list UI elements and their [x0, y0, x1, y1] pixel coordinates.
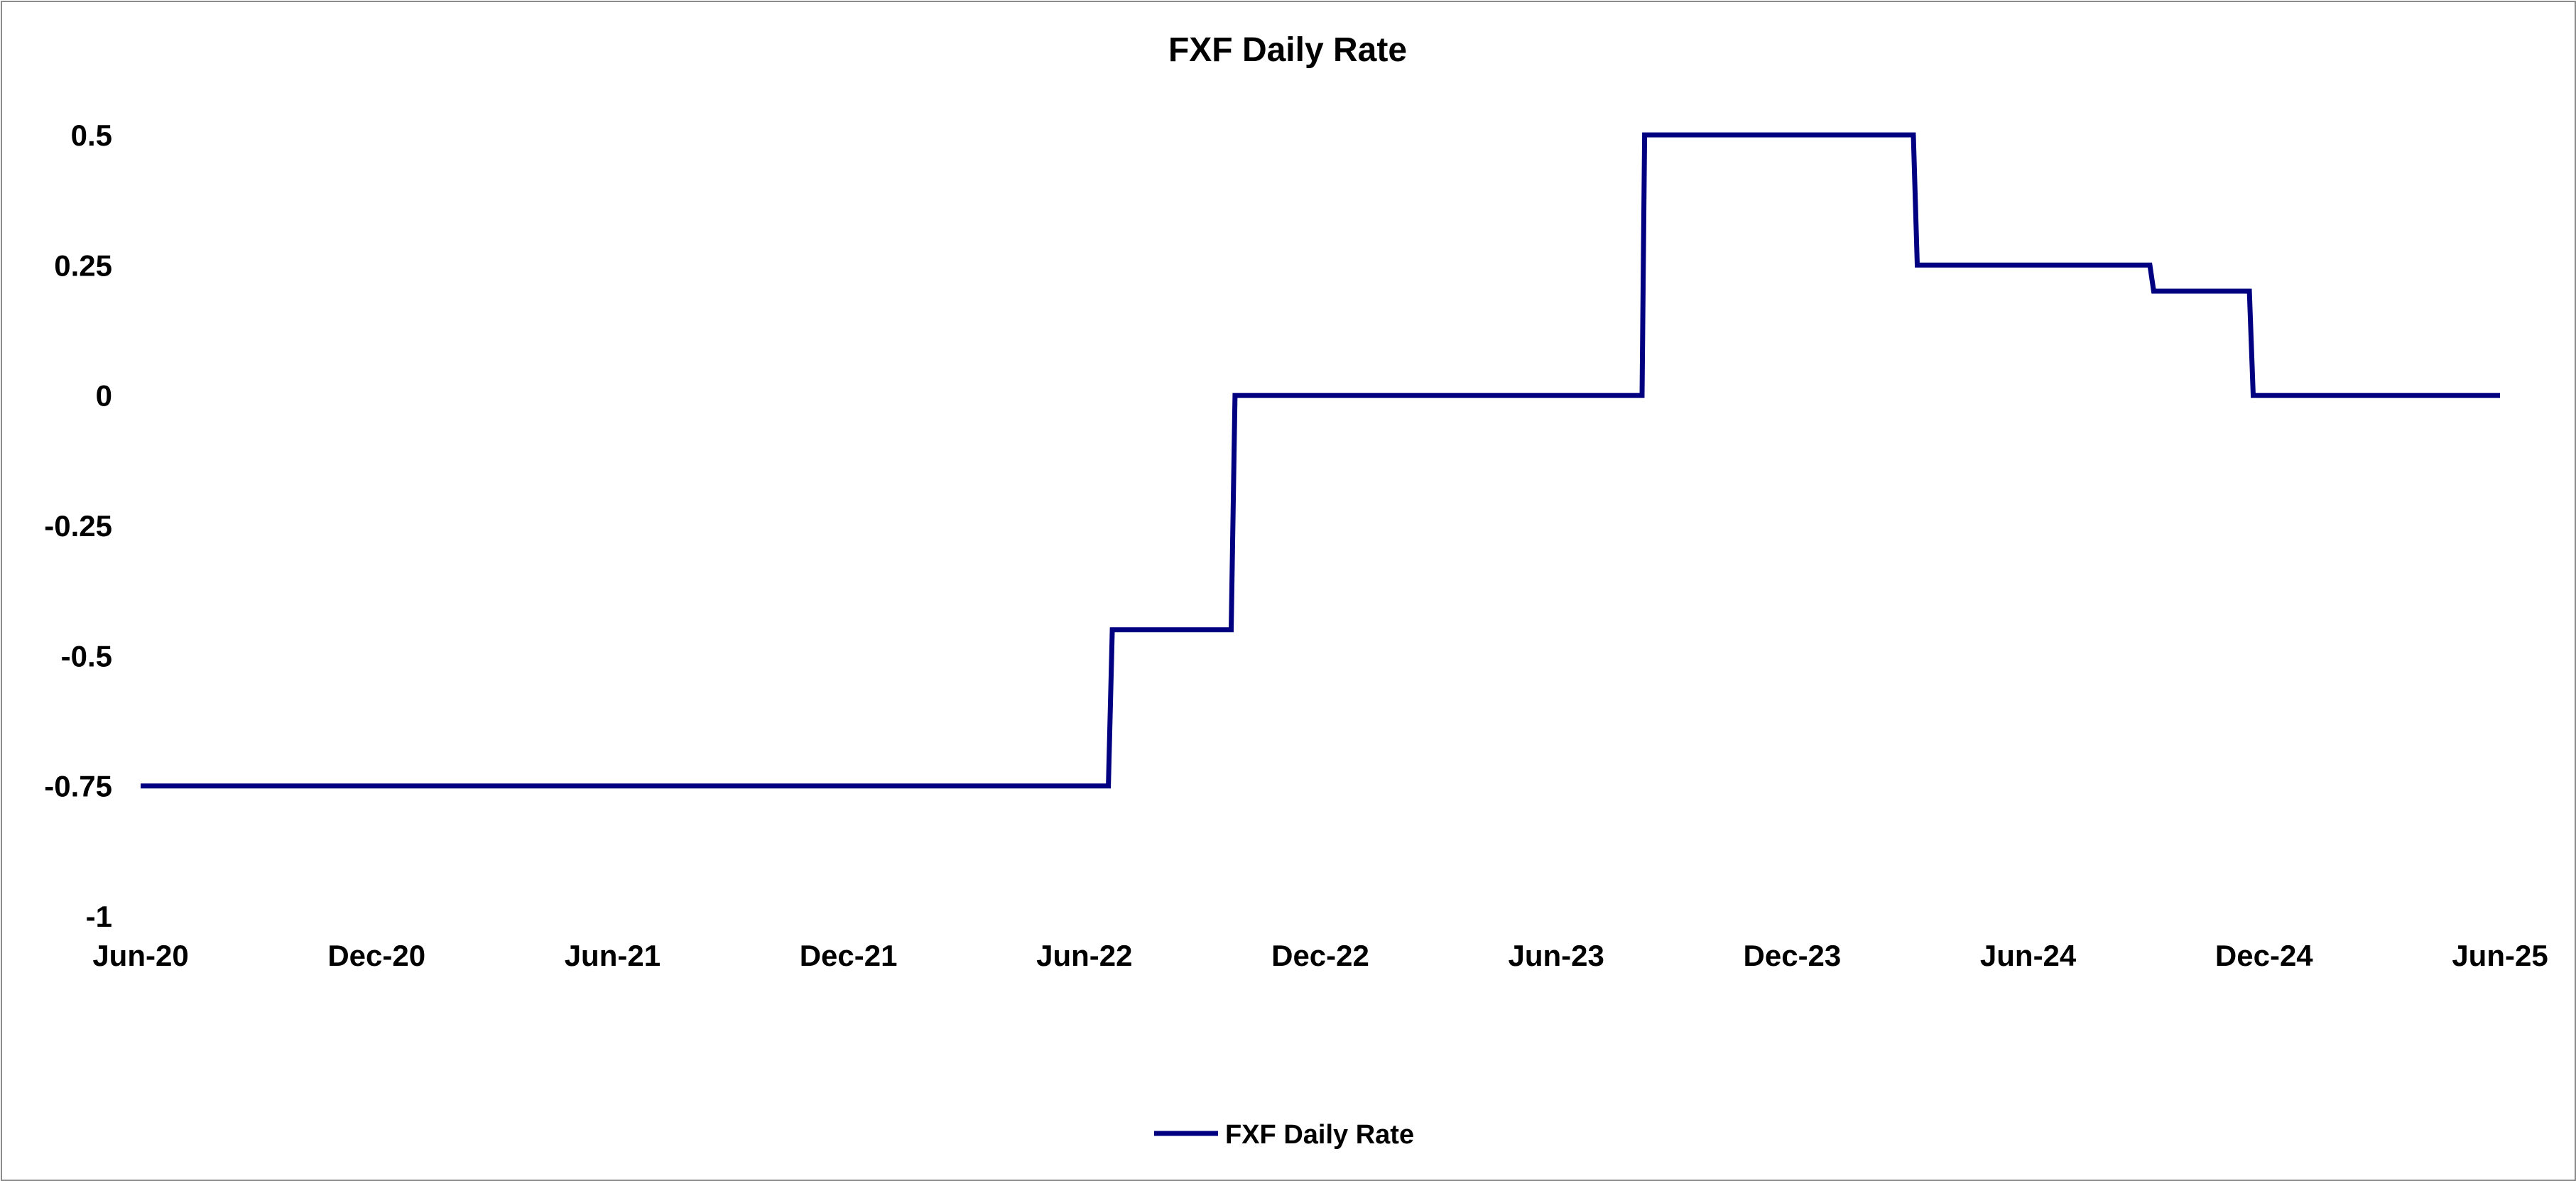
series-line-0 [141, 132, 2500, 789]
legend: FXF Daily Rate [1154, 1120, 1414, 1150]
y-tick-label: 0 [96, 379, 112, 413]
x-tick-label: Dec-23 [1744, 939, 1842, 972]
y-tick-label: -0.25 [44, 509, 112, 543]
y-tick-label: -0.5 [61, 639, 112, 673]
x-tick-label: Dec-24 [2215, 939, 2313, 972]
x-tick-label: Dec-20 [327, 939, 425, 972]
x-tick-label: Jun-22 [1036, 939, 1132, 972]
y-axis-ticks: 0.5 0.25 0 -0.25 -0.5 -0.75 -1 [44, 119, 112, 933]
x-tick-label: Jun-25 [2452, 939, 2548, 972]
y-tick-label: -0.75 [44, 770, 112, 803]
x-tick-label: Jun-24 [1980, 939, 2077, 972]
x-tick-label: Dec-22 [1271, 939, 1369, 972]
x-tick-label: Jun-21 [565, 939, 661, 972]
y-tick-label: 0.5 [71, 119, 112, 152]
x-tick-label: Jun-20 [92, 939, 188, 972]
y-tick-label: -1 [86, 900, 112, 933]
x-tick-label: Dec-21 [800, 939, 898, 972]
x-axis-ticks: Jun-20 Dec-20 Jun-21 Dec-21 Jun-22 Dec-22 Jun-… [92, 939, 2548, 972]
x-tick-label: Jun-23 [1509, 939, 1604, 972]
y-tick-label: 0.25 [54, 249, 112, 282]
legend-label: FXF Daily Rate [1225, 1120, 1414, 1150]
chart-title: FXF Daily Rate [1168, 31, 1407, 69]
series-layer [141, 132, 2500, 789]
